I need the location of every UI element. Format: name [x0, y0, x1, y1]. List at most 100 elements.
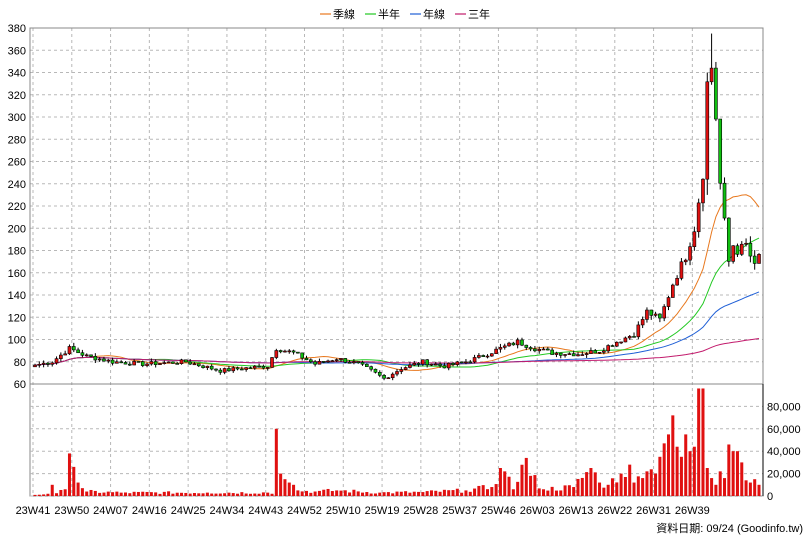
candle: [317, 358, 322, 365]
volume-bar: [636, 476, 640, 496]
volume-bar: [395, 491, 399, 496]
volume-grid: [30, 383, 763, 497]
candle-body: [597, 352, 602, 354]
price-tick-label: 120: [8, 312, 26, 324]
candle: [54, 356, 59, 365]
candle-body: [343, 358, 348, 363]
candle: [455, 360, 460, 367]
volume-bar: [503, 471, 507, 496]
candle-body: [507, 342, 511, 347]
volume-tick-label: 80,000: [767, 401, 801, 413]
candle-body: [714, 67, 718, 120]
candle-body: [438, 363, 442, 366]
candle: [50, 361, 55, 367]
volume-bar: [309, 492, 313, 496]
legend-label-2: 年線: [423, 7, 445, 21]
volume-bar: [76, 482, 80, 496]
candle-body: [80, 352, 85, 356]
volume-tick-label: 20,000: [767, 469, 801, 481]
volume-bar: [244, 493, 248, 496]
candle: [71, 342, 76, 353]
candle-body: [722, 182, 727, 219]
candle-body: [610, 345, 615, 347]
candle: [265, 367, 270, 371]
candle: [270, 356, 274, 368]
candle: [89, 354, 93, 358]
volume-bar: [369, 493, 373, 496]
volume-bar: [63, 489, 67, 496]
price-tick-label: 300: [8, 112, 26, 124]
candle: [494, 346, 498, 354]
candle-body: [416, 363, 421, 365]
price-tick-label: 200: [8, 223, 26, 235]
candle: [46, 361, 50, 367]
candle-body: [106, 359, 111, 362]
candle: [145, 362, 149, 368]
volume-bar: [253, 493, 257, 496]
candle-body: [567, 353, 572, 355]
volume-bar: [214, 493, 218, 496]
volume-bar: [335, 490, 339, 496]
volume-bar: [175, 492, 179, 496]
volume-bar: [434, 490, 438, 496]
candle-body: [403, 367, 408, 370]
candle-body: [602, 350, 606, 353]
candle: [558, 352, 563, 359]
candle-body: [102, 358, 106, 362]
price-tick-label: 80: [14, 357, 26, 369]
volume-bar: [645, 471, 649, 496]
candle: [671, 283, 675, 298]
candle-body: [701, 178, 705, 204]
volume-bar: [154, 492, 158, 496]
candle: [162, 360, 167, 365]
volume-bar: [283, 479, 287, 496]
candle: [468, 359, 473, 364]
candle-body: [593, 350, 598, 354]
volume-bar: [197, 493, 201, 496]
volume-bar: [580, 477, 584, 496]
candle-body: [304, 357, 309, 361]
candle-body: [175, 363, 180, 365]
candle: [520, 337, 524, 347]
candle-body: [408, 364, 412, 368]
price-tick-label: 140: [8, 290, 26, 302]
candle-body: [727, 217, 731, 262]
candle: [278, 349, 283, 354]
candle: [283, 349, 287, 353]
candle-body: [67, 346, 72, 355]
candle-body: [464, 361, 468, 364]
volume-bar: [671, 415, 675, 496]
volume-tick-label: 40,000: [767, 446, 801, 458]
volume-tick-label: 60,000: [767, 424, 801, 436]
volume-bar: [111, 492, 115, 496]
candle: [365, 363, 369, 367]
candle-body: [360, 362, 365, 365]
candle-body: [128, 363, 132, 366]
volume-bar: [490, 487, 494, 496]
candle-body: [115, 361, 119, 364]
candle-body: [658, 313, 662, 319]
volume-bar: [149, 492, 153, 496]
volume-bar: [171, 493, 175, 496]
candle: [356, 361, 361, 364]
x-tick-label: 25W28: [403, 505, 438, 517]
volume-bar: [498, 468, 502, 496]
candle-body: [209, 365, 214, 370]
candle: [377, 370, 382, 378]
volume-bar: [240, 492, 244, 496]
candle-body: [528, 347, 533, 350]
candle-body: [546, 348, 550, 351]
volume-bar: [559, 490, 563, 496]
candle: [123, 361, 128, 365]
volume-bar: [516, 481, 520, 496]
volume-bar: [231, 493, 235, 496]
candle: [334, 358, 339, 363]
candle: [205, 365, 210, 371]
volume-bar: [550, 486, 554, 496]
moving-average-lines: [34, 194, 760, 371]
candle-body: [240, 368, 244, 371]
volume-bar: [266, 492, 270, 496]
volume-bar: [740, 462, 744, 496]
legend-label-3: 三年: [468, 7, 490, 21]
candle: [744, 238, 748, 247]
